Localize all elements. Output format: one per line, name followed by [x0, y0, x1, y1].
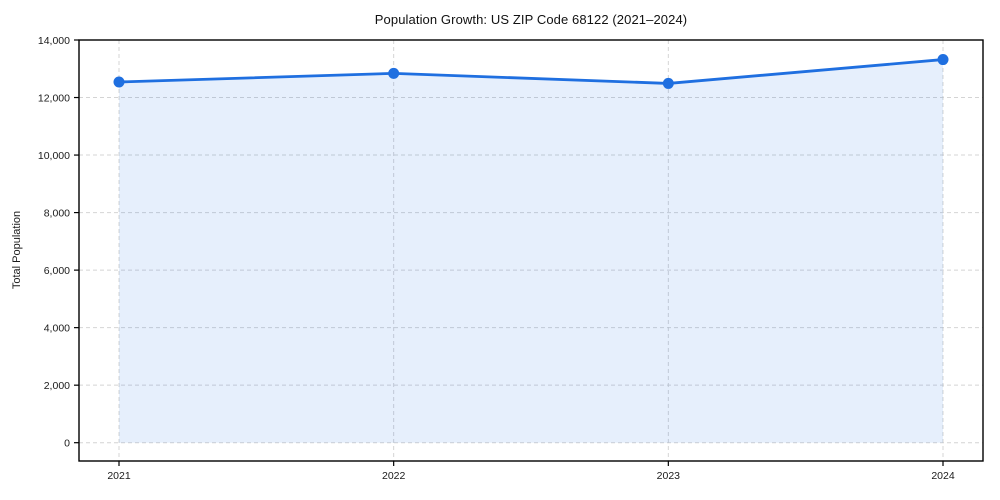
y-tick-label: 6,000: [44, 265, 70, 277]
y-tick-label: 14,000: [38, 35, 70, 47]
series-line: [117, 58, 945, 85]
chart-title: Population Growth: US ZIP Code 68122 (20…: [374, 12, 688, 27]
y-tick-label: 0: [64, 438, 70, 450]
x-tick-label: 2022: [382, 470, 406, 482]
data-point-marker: [937, 54, 949, 66]
y-tick-label: 12,000: [38, 92, 70, 104]
data-point-marker: [662, 77, 674, 89]
x-tick-label: 2024: [931, 470, 955, 482]
plot-border: [78, 39, 984, 462]
y-tick-label: 2,000: [44, 380, 70, 392]
data-point-marker: [113, 76, 125, 88]
x-tick-label: 2021: [107, 470, 131, 482]
data-point-marker: [388, 67, 400, 79]
x-tick-label: 2023: [657, 470, 681, 482]
y-tick-label: 4,000: [44, 322, 70, 334]
y-tick-label: 8,000: [44, 207, 70, 219]
y-tick-label: 10,000: [38, 150, 70, 162]
area-fill: [119, 59, 943, 443]
